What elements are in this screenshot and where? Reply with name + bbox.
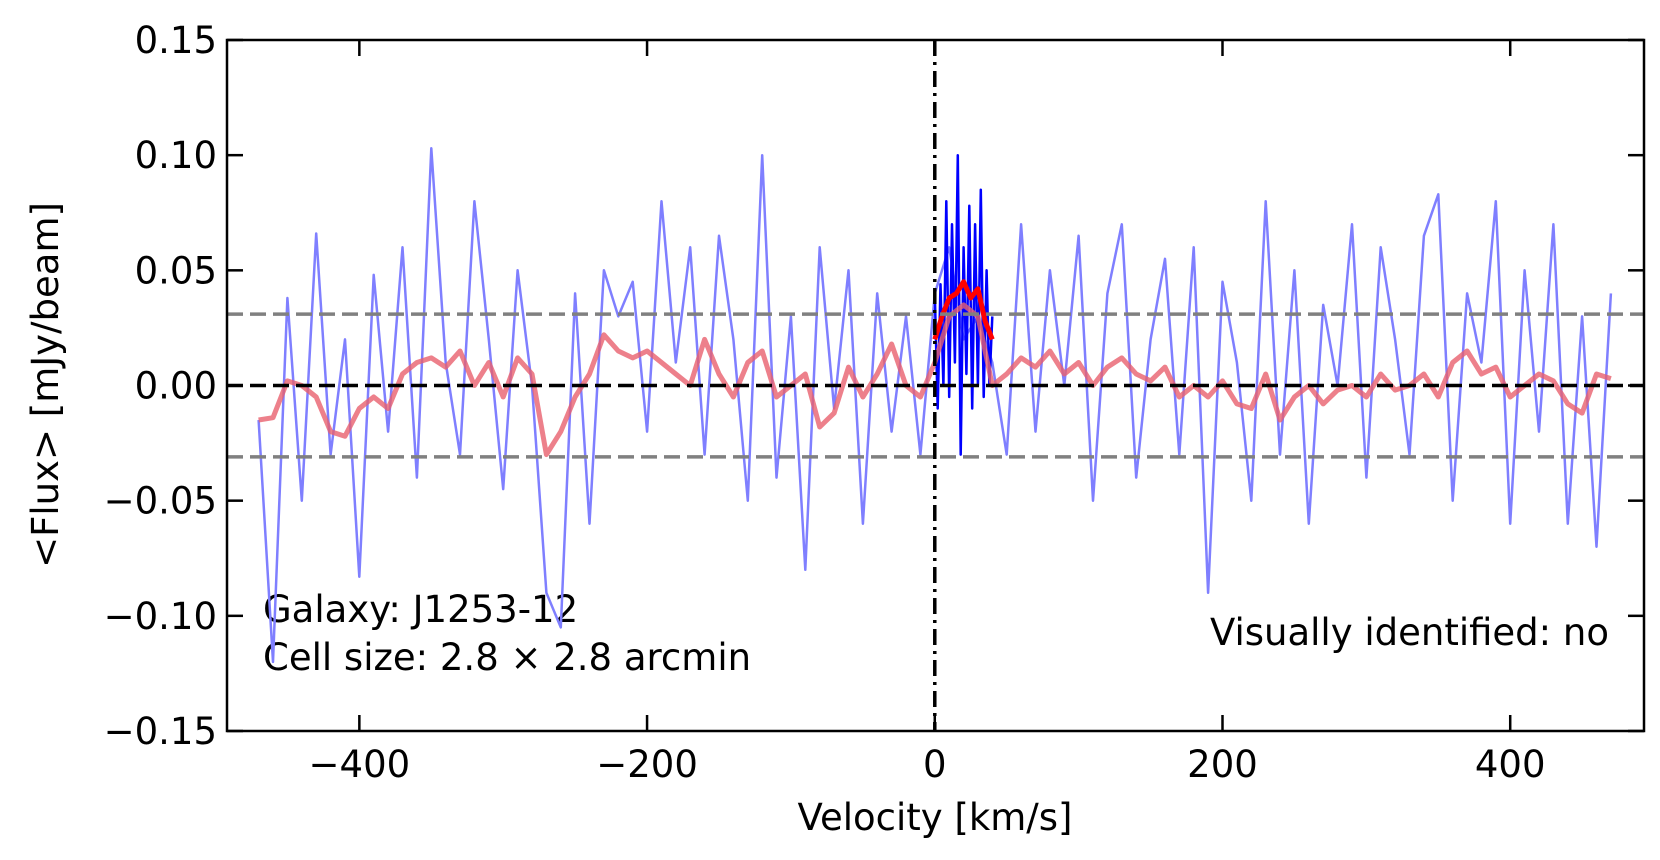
- y-tick-label: −0.05: [104, 480, 217, 523]
- series-line: [932, 279, 995, 341]
- annotation: Visually identified: no: [1210, 611, 1609, 654]
- x-tick-label: −400: [309, 743, 411, 786]
- x-tick-label: 400: [1475, 743, 1546, 786]
- annotation: Galaxy: J1253-12: [263, 588, 578, 631]
- x-tick-label: −200: [596, 743, 698, 786]
- y-tick-label: −0.15: [104, 710, 217, 753]
- y-tick-label: 0.05: [135, 249, 217, 292]
- y-tick-label: −0.10: [104, 595, 217, 638]
- x-tick-label: 0: [923, 743, 947, 786]
- y-tick-label: 0.15: [135, 19, 217, 62]
- x-axis-label: Velocity [km/s]: [798, 796, 1073, 839]
- y-axis-label: <Flux> [mJy/beam]: [24, 202, 67, 568]
- y-tick-label: 0.10: [135, 134, 217, 177]
- y-tick-label: 0.00: [135, 365, 217, 408]
- annotation: Cell size: 2.8 × 2.8 arcmin: [263, 636, 751, 679]
- x-tick-label: 200: [1187, 743, 1258, 786]
